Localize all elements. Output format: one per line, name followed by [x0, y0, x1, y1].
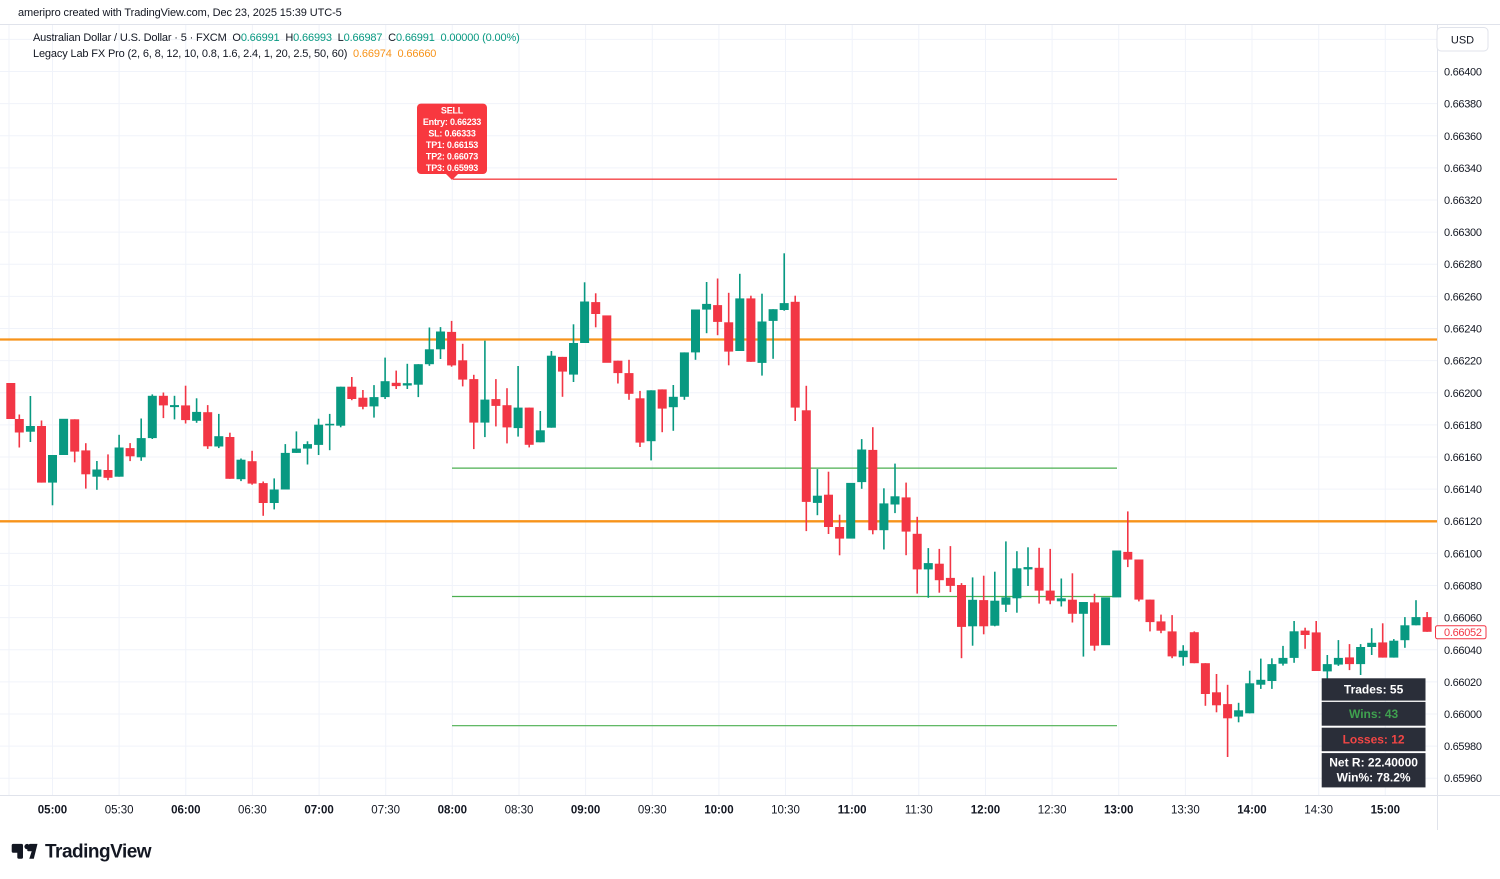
- svg-text:10:30: 10:30: [771, 805, 800, 817]
- svg-text:06:30: 06:30: [238, 805, 267, 817]
- svg-text:Entry: 0.66233: Entry: 0.66233: [423, 117, 481, 127]
- svg-text:0.66240: 0.66240: [1444, 324, 1482, 336]
- svg-text:07:00: 07:00: [304, 805, 333, 817]
- svg-text:09:30: 09:30: [638, 805, 667, 817]
- svg-text:14:30: 14:30: [1304, 805, 1333, 817]
- svg-text:TP3: 0.65993: TP3: 0.65993: [426, 163, 478, 173]
- svg-text:09:00: 09:00: [571, 805, 600, 817]
- svg-text:0.66060: 0.66060: [1444, 613, 1482, 625]
- svg-text:0.66360: 0.66360: [1444, 131, 1482, 143]
- svg-text:0.66020: 0.66020: [1444, 677, 1482, 689]
- svg-text:USD: USD: [1451, 35, 1474, 47]
- svg-text:0.66100: 0.66100: [1444, 548, 1482, 560]
- svg-text:0.66180: 0.66180: [1444, 420, 1482, 432]
- svg-text:Net R: 22.40000: Net R: 22.40000: [1329, 756, 1418, 770]
- svg-text:10:00: 10:00: [704, 805, 733, 817]
- svg-text:0.65980: 0.65980: [1444, 741, 1482, 753]
- svg-text:TP1: 0.66153: TP1: 0.66153: [426, 140, 478, 150]
- svg-text:06:00: 06:00: [171, 805, 200, 817]
- svg-text:07:30: 07:30: [371, 805, 400, 817]
- svg-text:Wins: 43: Wins: 43: [1349, 707, 1399, 721]
- svg-text:05:00: 05:00: [38, 805, 67, 817]
- svg-text:0.66220: 0.66220: [1444, 356, 1482, 368]
- svg-text:13:30: 13:30: [1171, 805, 1200, 817]
- svg-text:11:30: 11:30: [905, 805, 933, 817]
- svg-text:TradingView: TradingView: [45, 842, 152, 863]
- svg-text:TP2: 0.66073: TP2: 0.66073: [426, 151, 478, 161]
- svg-text:0.66320: 0.66320: [1444, 195, 1482, 207]
- svg-text:08:30: 08:30: [505, 805, 534, 817]
- svg-text:0.66400: 0.66400: [1444, 67, 1482, 79]
- svg-text:0.66260: 0.66260: [1444, 291, 1482, 303]
- svg-text:0.66380: 0.66380: [1444, 99, 1482, 111]
- svg-text:12:00: 12:00: [971, 805, 1000, 817]
- svg-text:13:00: 13:00: [1104, 805, 1133, 817]
- svg-text:Losses: 12: Losses: 12: [1343, 733, 1405, 747]
- svg-text:Trades: 55: Trades: 55: [1344, 683, 1404, 697]
- svg-text:0.66080: 0.66080: [1444, 581, 1482, 593]
- svg-text:0.66300: 0.66300: [1444, 227, 1482, 239]
- svg-text:0.65960: 0.65960: [1444, 773, 1482, 785]
- svg-text:0.66052: 0.66052: [1444, 627, 1482, 639]
- svg-text:0.66120: 0.66120: [1444, 516, 1482, 528]
- svg-text:SELL: SELL: [441, 105, 464, 115]
- svg-text:0.66200: 0.66200: [1444, 388, 1482, 400]
- svg-text:05:30: 05:30: [105, 805, 134, 817]
- svg-text:0.66160: 0.66160: [1444, 452, 1482, 464]
- svg-text:11:00: 11:00: [838, 805, 867, 817]
- svg-text:0.66280: 0.66280: [1444, 259, 1482, 271]
- svg-text:0.66140: 0.66140: [1444, 484, 1482, 496]
- svg-text:Win%: 78.2%: Win%: 78.2%: [1337, 771, 1411, 785]
- svg-text:15:00: 15:00: [1371, 805, 1400, 817]
- svg-text:SL: 0.66333: SL: 0.66333: [428, 128, 476, 138]
- svg-text:08:00: 08:00: [438, 805, 467, 817]
- svg-text:14:00: 14:00: [1237, 805, 1266, 817]
- svg-text:0.66340: 0.66340: [1444, 163, 1482, 175]
- svg-text:12:30: 12:30: [1038, 805, 1067, 817]
- svg-text:0.66000: 0.66000: [1444, 709, 1482, 721]
- svg-text:0.66040: 0.66040: [1444, 645, 1482, 657]
